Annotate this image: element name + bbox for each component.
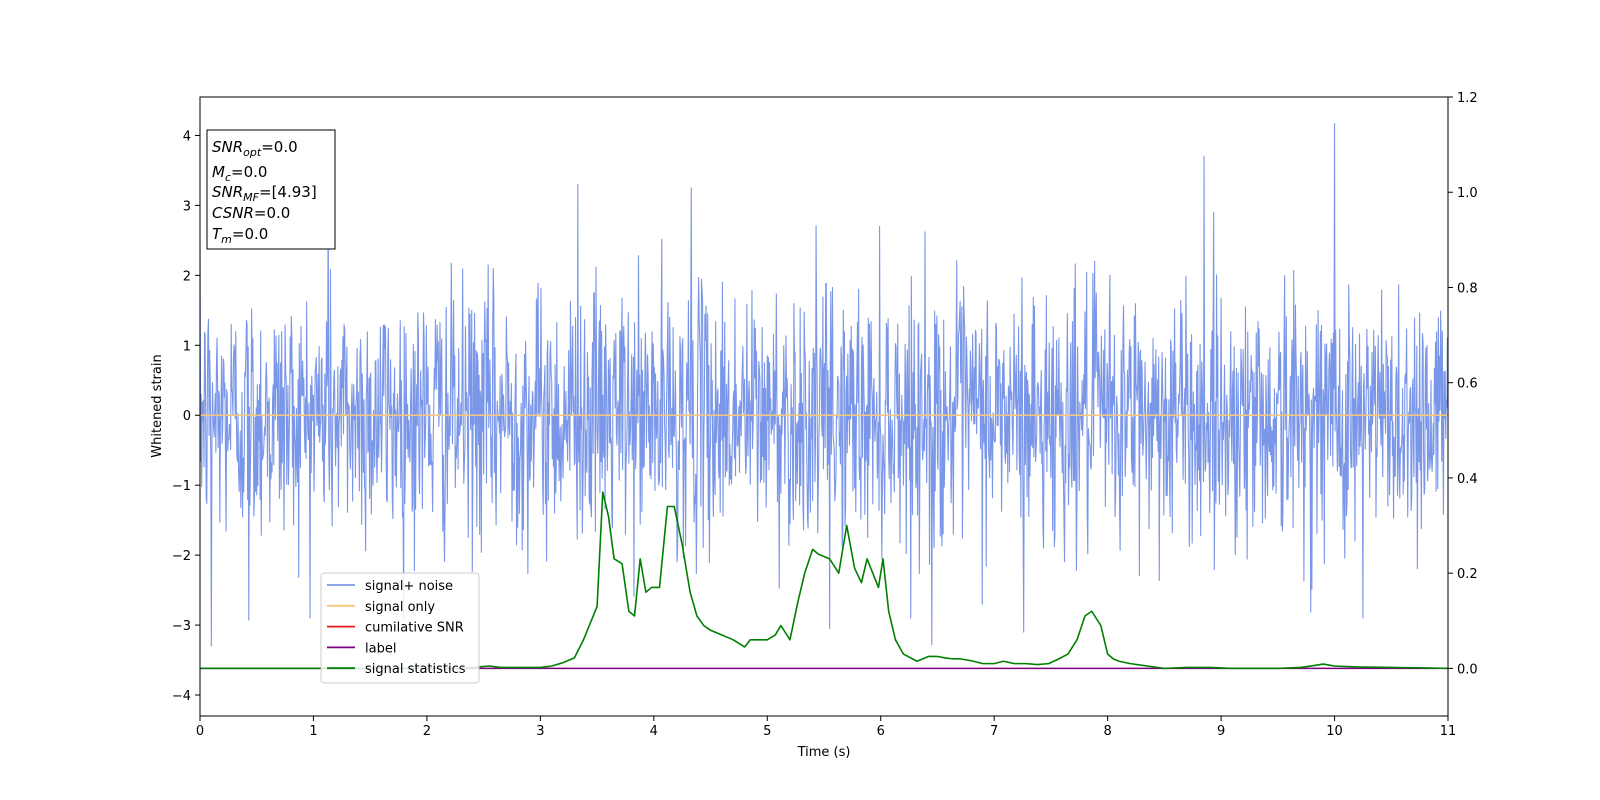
info-box: SNRopt=0.0 Mc=0.0 SNRMF=[4.93] CSNR=0.0 … — [206, 129, 336, 250]
right-y-tick-label: 0.0 — [1457, 662, 1478, 677]
right-y-axis: 0.0 0.2 0.4 0.6 0.8 1.0 1.2 — [1448, 91, 1478, 677]
x-tick-label: 2 — [423, 724, 431, 739]
info-mc: Mc=0.0 — [212, 163, 267, 184]
info-snr-mf: SNRMF=[4.93] — [212, 183, 317, 204]
series-line-4 — [200, 491, 1448, 670]
legend-label-4: signal statistics — [365, 662, 466, 677]
legend-frame — [320, 572, 480, 684]
x-tick-label: 4 — [650, 724, 658, 739]
x-tick-label: 9 — [1217, 724, 1225, 739]
legend-label-0: signal+ noise — [365, 579, 453, 594]
y-axis-label: Whitened strain — [150, 354, 165, 457]
right-y-tick-label: 1.2 — [1457, 91, 1478, 106]
left-y-tick-label: 3 — [183, 199, 191, 214]
info-snr-opt: SNRopt=0.0 — [212, 138, 298, 159]
x-tick-label: 0 — [196, 724, 204, 739]
x-axis-label: Time (s) — [797, 745, 851, 760]
left-y-tick-label: −1 — [172, 479, 191, 494]
x-tick-label: 6 — [877, 724, 885, 739]
legend: signal+ noise signal only cumilative SNR la… — [320, 572, 480, 684]
info-csnr: CSNR=0.0 — [212, 204, 290, 222]
x-tick-label: 8 — [1103, 724, 1111, 739]
legend-label-1: signal only — [365, 600, 435, 615]
x-tick-label: 3 — [536, 724, 544, 739]
x-axis: 0 1 2 3 4 5 6 7 8 9 10 11 — [196, 716, 1456, 739]
right-y-tick-label: 0.6 — [1457, 377, 1478, 392]
x-tick-label: 7 — [990, 724, 998, 739]
right-y-tick-label: 0.8 — [1457, 281, 1478, 296]
left-y-tick-label: 4 — [183, 129, 191, 144]
x-tick-label: 10 — [1326, 724, 1343, 739]
right-y-tick-label: 0.4 — [1457, 472, 1478, 487]
left-y-tick-label: −4 — [172, 689, 191, 704]
left-y-tick-label: −3 — [172, 619, 191, 634]
info-box-frame — [206, 129, 336, 250]
info-tm: Tm=0.0 — [212, 225, 268, 246]
axes-frame — [199, 96, 1449, 717]
left-y-tick-label: 1 — [183, 339, 191, 354]
series-line-0 — [200, 123, 1448, 647]
legend-label-3: label — [365, 641, 396, 656]
x-tick-label: 11 — [1440, 724, 1457, 739]
left-y-tick-label: 0 — [183, 409, 191, 424]
x-tick-label: 5 — [763, 724, 771, 739]
x-tick-label: 1 — [309, 724, 317, 739]
left-y-tick-label: −2 — [172, 549, 191, 564]
left-y-axis: −4 −3 −2 −1 0 1 2 3 4 — [172, 129, 200, 704]
left-y-tick-label: 2 — [183, 269, 191, 284]
right-y-tick-label: 1.0 — [1457, 186, 1478, 201]
legend-label-2: cumilative SNR — [365, 621, 464, 636]
right-y-tick-label: 0.2 — [1457, 567, 1478, 582]
